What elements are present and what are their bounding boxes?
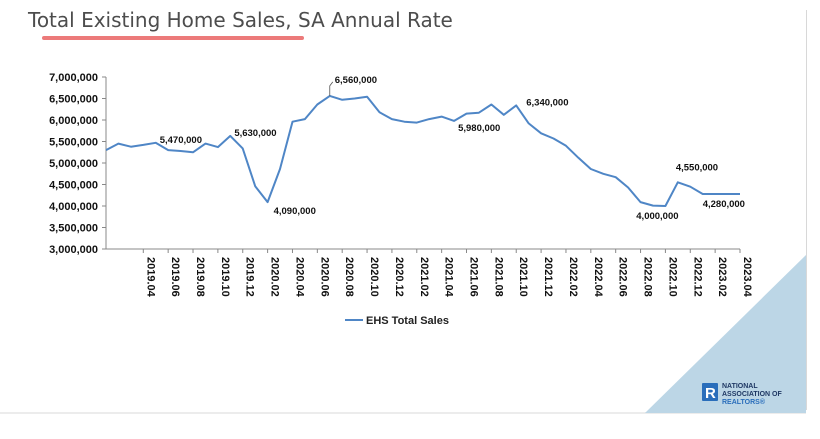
data-label: 6,560,000	[335, 75, 377, 86]
x-tick-label: 2022.08	[642, 257, 654, 297]
y-tick-label: 4,500,000	[49, 180, 98, 192]
y-tick-label: 3,000,000	[49, 244, 98, 256]
chart-title: Total Existing Home Sales, SA Annual Rat…	[28, 8, 453, 32]
y-tick-label: 6,000,000	[49, 115, 98, 127]
x-tick-label: 2019.04	[144, 257, 156, 298]
x-tick-label: 2022.02	[567, 257, 579, 297]
x-tick-label: 2021.06	[468, 257, 480, 297]
data-label-leader	[329, 81, 334, 96]
x-tick-label: 2020.10	[368, 257, 380, 297]
x-tick-label: 2019.08	[194, 257, 206, 297]
x-tick-label: 2019.12	[244, 257, 256, 297]
x-tick-label: 2021.04	[443, 257, 455, 298]
x-tick-label: 2021.10	[517, 257, 529, 297]
x-tick-label: 2022.10	[666, 257, 678, 297]
data-label: 5,470,000	[160, 135, 202, 146]
x-tick-label: 2023.02	[716, 257, 728, 297]
nar-logo-line-2: ASSOCIATION OF	[722, 391, 782, 398]
y-tick-label: 3,500,000	[49, 223, 98, 235]
y-tick-label: 7,000,000	[49, 72, 98, 84]
chart-legend: EHS Total Sales	[345, 315, 449, 327]
title-underline	[42, 36, 304, 40]
x-tick-label: 2019.06	[169, 257, 181, 297]
data-label: 4,000,000	[636, 211, 678, 222]
corner-triangle	[645, 255, 806, 413]
x-tick-label: 2022.04	[592, 257, 604, 298]
x-tick-label: 2019.10	[219, 257, 231, 297]
x-tick-label: 2020.08	[343, 257, 355, 297]
x-tick-label: 2020.06	[318, 257, 330, 297]
data-label: 4,280,000	[703, 199, 745, 210]
data-label: 4,090,000	[274, 206, 316, 217]
x-tick-label: 2022.06	[617, 257, 629, 297]
x-tick-label: 2020.02	[269, 257, 281, 297]
x-tick-label: 2023.04	[741, 257, 753, 298]
y-tick-label: 6,500,000	[49, 94, 98, 106]
series-line-ehs-total-sales	[105, 94, 740, 207]
legend-label: EHS Total Sales	[366, 315, 449, 327]
x-tick-label: 2021.12	[542, 257, 554, 297]
chart-axes	[102, 76, 741, 253]
x-tick-label: 2021.02	[418, 257, 430, 297]
frame-border-bottom	[0, 412, 806, 414]
data-labels: 5,470,000 5,630,000 4,090,000 6,560,000 5,98…	[160, 75, 745, 222]
nar-logo: R NATIONAL ASSOCIATION OF REALTORS®	[702, 383, 782, 406]
nar-logo-mark	[702, 383, 718, 401]
frame-border-right	[806, 10, 807, 410]
data-label: 5,980,000	[458, 123, 500, 134]
x-tick-label: 2020.12	[393, 257, 405, 297]
y-tick-label: 5,500,000	[49, 137, 98, 149]
data-label: 4,550,000	[676, 162, 718, 173]
nar-logo-line-3: REALTORS®	[722, 398, 766, 406]
x-tick-label: 2020.04	[293, 257, 305, 298]
x-axis-tick-labels: 2019.04 2019.06 2019.08 2019.10 2019.12 2020.…	[144, 257, 753, 298]
x-tick-label: 2022.12	[691, 257, 703, 297]
y-axis-tick-labels: 3,000,000 3,500,000 4,000,000 4,500,000 5,00…	[49, 72, 98, 256]
nar-logo-line-1: NATIONAL	[722, 383, 758, 390]
data-label: 5,630,000	[234, 128, 276, 139]
series-group	[105, 94, 741, 207]
y-tick-label: 4,000,000	[49, 201, 98, 213]
y-tick-label: 5,000,000	[49, 158, 98, 170]
x-tick-label: 2021.08	[492, 257, 504, 297]
nar-logo-r-glyph: R	[705, 385, 716, 402]
data-label: 6,340,000	[526, 97, 568, 108]
